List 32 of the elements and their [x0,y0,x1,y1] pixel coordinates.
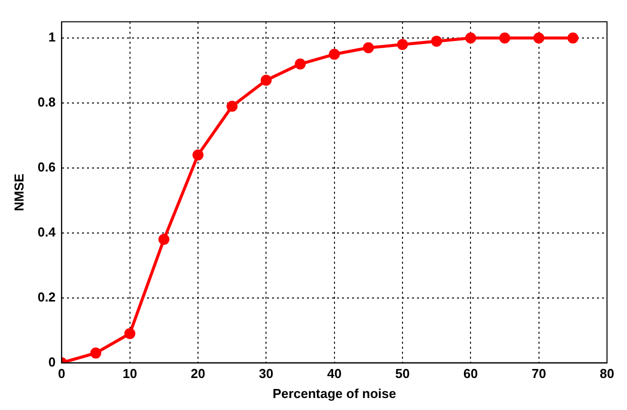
point [124,328,136,340]
point [294,58,306,70]
point [328,48,340,60]
point [465,32,476,44]
point [533,32,544,44]
y-tick-label: 0.4 [38,224,56,240]
y-tick-label: 0.6 [38,160,56,175]
x-tick-label: 40 [327,366,342,382]
x-axis-title: Percentage of noise [272,386,396,401]
y-tick-label: 1 [48,30,56,45]
point [567,32,578,44]
x-tick-label: 50 [395,366,410,382]
point [499,32,510,44]
x-tick-label: 0 [58,366,66,382]
x-tick-label: 30 [258,366,274,382]
x-tick-label: 60 [463,366,478,382]
point [158,234,170,245]
x-tick-label: 70 [532,366,546,382]
y-tick-label: 0 [48,354,56,370]
point [192,149,204,160]
y-axis-title: NMSE [11,173,26,212]
point [431,36,442,47]
y-tick-label: 0.2 [38,289,56,304]
point [226,100,238,112]
point [362,42,374,54]
point [397,39,408,50]
x-tick-label: 80 [600,366,614,382]
point [90,348,102,359]
x-tick-label: 10 [122,366,138,382]
y-tick-label: 0.8 [38,94,56,110]
point [260,74,272,86]
x-tick-label: 20 [190,366,206,382]
